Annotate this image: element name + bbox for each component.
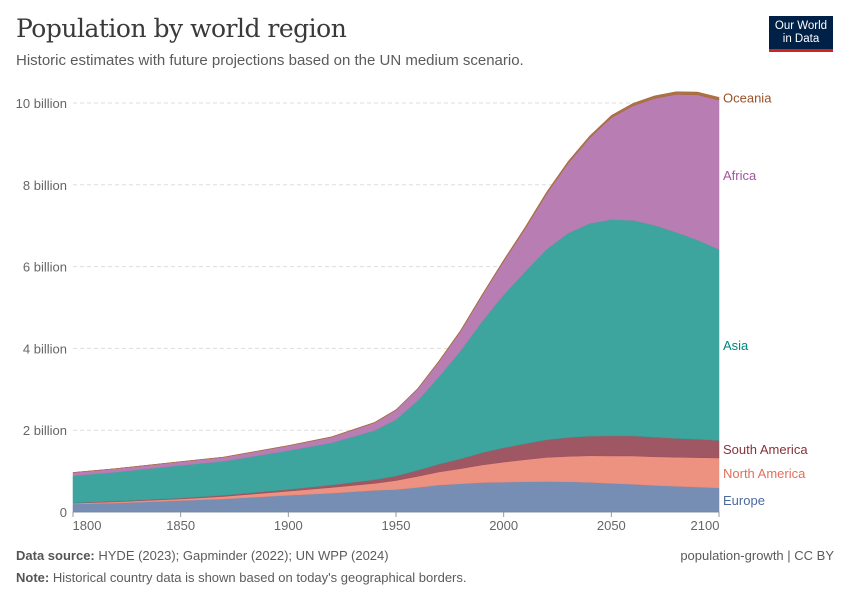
y-tick-label: 2 billion (23, 423, 67, 438)
credit[interactable]: population-growth | CC BY (680, 548, 834, 563)
data-source: Data source: HYDE (2023); Gapminder (202… (16, 548, 389, 563)
note-text: Historical country data is shown based o… (52, 570, 467, 585)
area-oceania (72, 91, 720, 473)
y-tick-label: 8 billion (23, 178, 67, 193)
chart-title: Population by world region (16, 14, 347, 43)
y-tick-label: 6 billion (23, 260, 67, 275)
x-tick-label: 2000 (489, 518, 518, 533)
legend-label-asia[interactable]: Asia (723, 338, 749, 353)
legend-label-north-america[interactable]: North America (723, 466, 806, 481)
legend-label-oceania[interactable]: Oceania (723, 90, 772, 105)
y-tick-label: 10 billion (16, 96, 67, 111)
legend-label-europe[interactable]: Europe (723, 493, 765, 508)
source-text[interactable]: HYDE (2023); Gapminder (2022); UN WPP (2… (98, 548, 389, 563)
legend-label-africa[interactable]: Africa (723, 168, 757, 183)
legend-label-south-america[interactable]: South America (723, 442, 808, 457)
x-tick-label: 1850 (166, 518, 195, 533)
note-label: Note: (16, 570, 50, 585)
source-label: Data source: (16, 548, 95, 563)
x-tick-label: 2100 (691, 518, 720, 533)
x-tick-label: 1950 (382, 518, 411, 533)
owid-logo[interactable]: Our World in Data (769, 16, 833, 52)
y-tick-label: 0 (60, 505, 67, 520)
x-tick-label: 1900 (274, 518, 303, 533)
x-tick-label: 1800 (73, 518, 102, 533)
note: Note: Historical country data is shown b… (16, 570, 467, 585)
x-tick-label: 2050 (597, 518, 626, 533)
chart-subtitle: Historic estimates with future projectio… (16, 52, 524, 69)
y-tick-label: 4 billion (23, 341, 67, 356)
